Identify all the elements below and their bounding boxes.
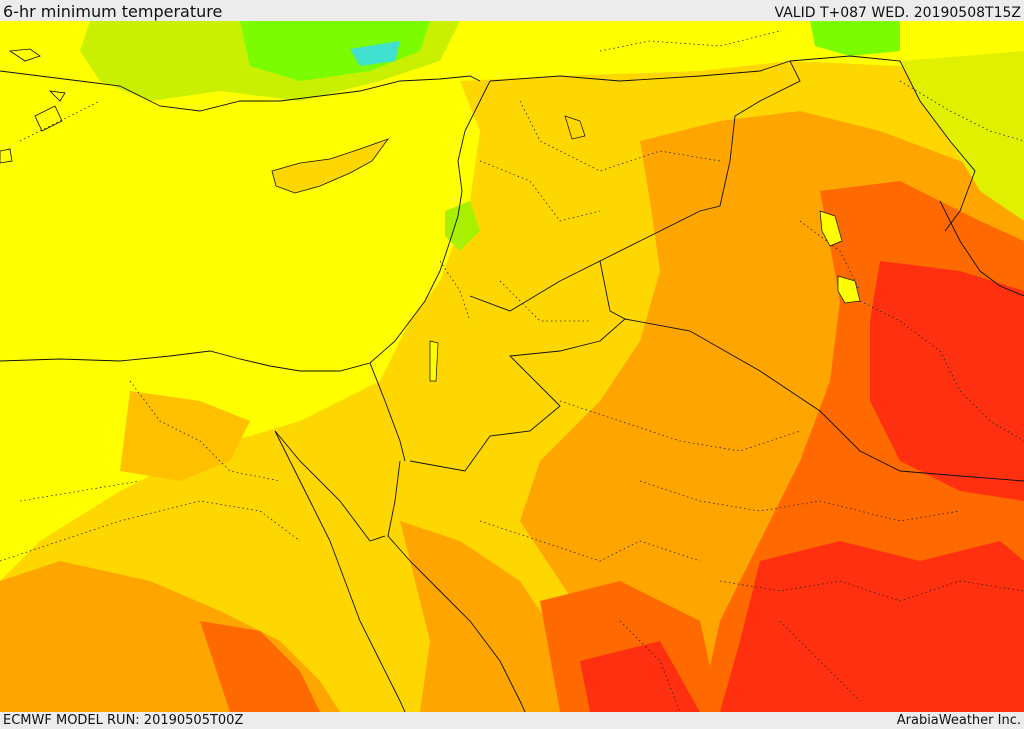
coastline-turkey [0, 70, 481, 112]
field-green-lebanon [445, 201, 480, 251]
coastline-persian-gulf [939, 200, 1024, 297]
model-run: ECMWF MODEL RUN: 20190505T00Z [3, 713, 244, 728]
coastline-gulf-suez [274, 430, 386, 542]
field-green-northeast [810, 21, 900, 56]
field-orange-south [400, 521, 580, 712]
footer-bar: ECMWF MODEL RUN: 20190505T00Z ArabiaWeat… [0, 712, 1024, 729]
border-iran-iraq [789, 55, 976, 232]
dead-sea [429, 340, 439, 382]
credit: ArabiaWeather Inc. [896, 713, 1021, 728]
field-red-south [580, 641, 700, 712]
border-iraq-saudi [624, 318, 1024, 482]
field-yellow-green-east [900, 51, 1024, 221]
field-cyan-north [350, 41, 400, 66]
coastline-red-sea-east [387, 460, 526, 712]
header-bar: 6-hr minimum temperature VALID T+087 WED… [0, 0, 1024, 21]
map-title: 6-hr minimum temperature [3, 2, 223, 21]
coastline-red-sea-west [274, 430, 406, 712]
lake-syria [564, 115, 586, 140]
border-iraq-syria [469, 60, 801, 312]
coastline-mediterranean [0, 80, 491, 372]
lake-iraq-1 [819, 210, 843, 247]
field-dark-orange-southwest [200, 621, 320, 712]
temperature-map [0, 21, 1024, 712]
valid-time: VALID T+087 WED. 20190508T15Z [774, 5, 1021, 21]
field-red-saudi [720, 541, 1024, 712]
admin-boundaries [0, 30, 1024, 712]
cyprus [271, 138, 390, 194]
field-orange-egypt [120, 391, 250, 481]
map-canvas [0, 21, 1024, 712]
field-green-north [240, 21, 430, 81]
field-red-iraq [870, 261, 1024, 501]
border-egypt-israel [369, 362, 406, 462]
lake-iraq-2 [837, 275, 861, 304]
aegean-islands [0, 48, 66, 164]
border-jordan-saudi [409, 260, 626, 472]
